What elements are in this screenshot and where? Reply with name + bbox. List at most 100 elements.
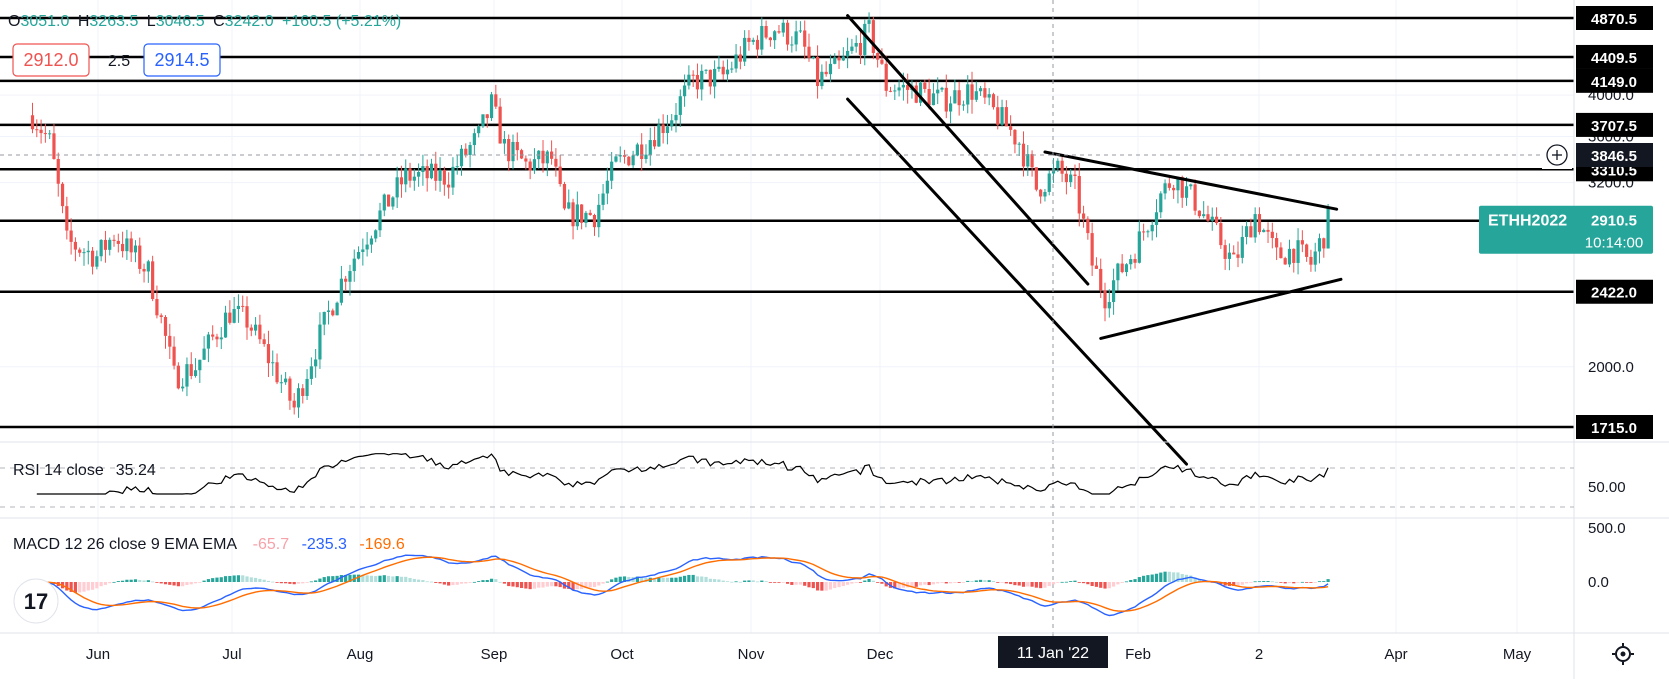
macd-hist-bar [858,582,863,583]
candle [747,30,751,51]
candle [48,130,52,140]
candle [339,265,343,306]
candle [284,372,288,385]
macd-hist-bar [279,582,283,584]
candle-body [803,30,807,47]
candle-body [103,239,108,250]
candle [524,155,528,170]
macd-hist-bar [1124,581,1129,583]
candle [837,50,841,69]
candle [781,18,785,37]
candle [1137,220,1141,264]
candle [665,114,670,145]
trend-line[interactable] [1099,277,1343,340]
candle [73,237,78,262]
candle-body [82,252,86,254]
candle [567,189,571,210]
candle-body [528,161,532,171]
candle-body [399,177,404,185]
candle-body [961,104,966,106]
x-tick-label: Nov [738,646,765,663]
order-panel[interactable]: 2912.0 2.5 2914.5 [12,43,221,77]
trend-line[interactable] [1043,150,1339,211]
candle-body [854,42,858,47]
macd-hist-bar [356,574,361,582]
candle-body [1180,177,1184,198]
candle-body [1292,248,1296,263]
candle [228,300,232,325]
macd-axis-label: 500.0 [1588,520,1626,537]
trend-lines[interactable] [846,14,1343,466]
candle-body [395,177,399,198]
candle [794,20,798,52]
candle-body [1279,247,1283,259]
macd-hist-bar [262,579,266,582]
candle [468,141,472,168]
candle-body [206,334,210,349]
trend-line[interactable] [846,14,1090,286]
candle [472,128,476,155]
candle-body [455,166,459,168]
candle [743,30,747,67]
candle [369,235,374,253]
macd-hist-bar [652,578,657,582]
candle-body [1317,238,1322,252]
candle [1077,163,1081,227]
candle [871,16,875,60]
candle-body [661,124,665,134]
candle-body [940,87,944,90]
macd-hist-bar [1094,582,1099,587]
candle-body [691,74,695,76]
candle-body [562,184,567,209]
macd-hist-bar [168,582,172,585]
candle-body [730,68,734,70]
candle [644,144,648,164]
candle [1214,207,1219,226]
macd-hist-bar [1137,577,1141,582]
candle [365,232,369,257]
time-axis[interactable]: Jun Jul Aug Sep Oct Nov Dec Feb 2 Apr May 11 Jan '2… [86,636,1532,668]
candle-body [73,241,78,250]
candle-body [451,166,455,188]
macd-hist-bar [846,582,850,585]
sell-price: 2912.0 [23,50,78,70]
macd-hist-bar [498,581,502,583]
candle-body [1060,160,1064,174]
trend-line[interactable] [846,97,1189,466]
candle-body [704,69,708,71]
candle [575,191,579,231]
macd-hist-bar [451,582,455,586]
buy-button[interactable] [143,43,221,77]
candle [198,359,202,383]
candle-body [554,158,558,167]
candle-body [245,306,249,328]
candle-body [459,148,464,167]
candle-body [1150,224,1154,232]
candle-body [215,336,219,340]
macd-hist-bar [326,576,331,582]
macd-hist-bar [1150,574,1154,582]
candle-body [1017,143,1021,145]
candle [790,36,794,53]
macd-hist-bar [854,582,858,583]
macd-hist-bar [1305,582,1309,583]
macd-hist-bar [850,582,854,584]
settings-gear-icon[interactable] [1612,643,1634,665]
candle-body [271,362,275,364]
candle [1146,229,1150,238]
candle [258,314,262,344]
candle [477,124,481,138]
macd-hist-bar [163,582,168,585]
macd-hist-bar [528,582,532,590]
candle-body [811,56,815,58]
symbol-tag-bg [1479,205,1653,254]
candle [1266,222,1270,244]
sell-button[interactable] [12,43,90,77]
macd-hist-bar [614,577,618,582]
macd-hist-bar [687,574,691,582]
tradingview-logo[interactable]: 17 [13,578,59,624]
candle [1210,207,1214,231]
add-alert-plus-icon[interactable] [1542,141,1572,169]
macd-hist-bar [288,582,292,584]
